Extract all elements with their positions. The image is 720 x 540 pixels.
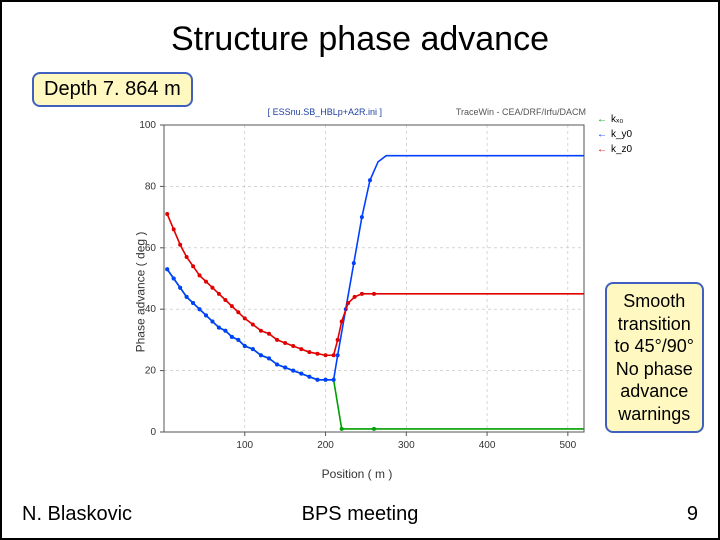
- svg-text:0: 0: [150, 427, 156, 438]
- arrow-icon: ←: [597, 112, 607, 127]
- legend-item: ← k_z0: [597, 142, 632, 157]
- chart-caption-left: [ ESSnu.SB_HBLp+A2R.ini ]: [268, 107, 382, 117]
- arrow-icon: ←: [597, 127, 607, 142]
- svg-text:500: 500: [560, 440, 577, 451]
- note-badge: Smooth transition to 45°/90° No phase ad…: [605, 282, 704, 433]
- svg-text:400: 400: [479, 440, 496, 451]
- svg-text:200: 200: [317, 440, 334, 451]
- chart-container: [ ESSnu.SB_HBLp+A2R.ini ] TraceWin - CEA…: [122, 107, 592, 477]
- x-axis-label: Position ( m ): [122, 467, 592, 481]
- svg-text:300: 300: [398, 440, 415, 451]
- chart-caption-right: TraceWin - CEA/DRF/Irfu/DACM: [456, 107, 586, 117]
- y-axis-label: Phase advance ( deg ): [133, 232, 147, 353]
- depth-badge: Depth 7. 864 m: [32, 72, 193, 107]
- legend-label: kₓ₀: [611, 112, 623, 127]
- svg-text:80: 80: [145, 181, 157, 192]
- page-title: Structure phase advance: [2, 20, 718, 59]
- legend-label: k_z0: [611, 142, 632, 157]
- svg-text:20: 20: [145, 366, 157, 377]
- phase-advance-chart: 100200300400500020406080100: [122, 121, 592, 466]
- svg-text:100: 100: [236, 440, 253, 451]
- arrow-icon: ←: [597, 142, 607, 157]
- legend-item: ← k_y0: [597, 127, 632, 142]
- svg-text:100: 100: [139, 121, 156, 131]
- footer-meeting: BPS meeting: [2, 503, 718, 526]
- legend-label: k_y0: [611, 127, 632, 142]
- note-text: Smooth transition to 45°/90° No phase ad…: [615, 290, 694, 425]
- footer-page: 9: [687, 503, 698, 526]
- slide: Structure phase advance Depth 7. 864 m […: [0, 0, 720, 540]
- chart-legend: ← kₓ₀ ← k_y0 ← k_z0: [597, 112, 632, 157]
- legend-item: ← kₓ₀: [597, 112, 632, 127]
